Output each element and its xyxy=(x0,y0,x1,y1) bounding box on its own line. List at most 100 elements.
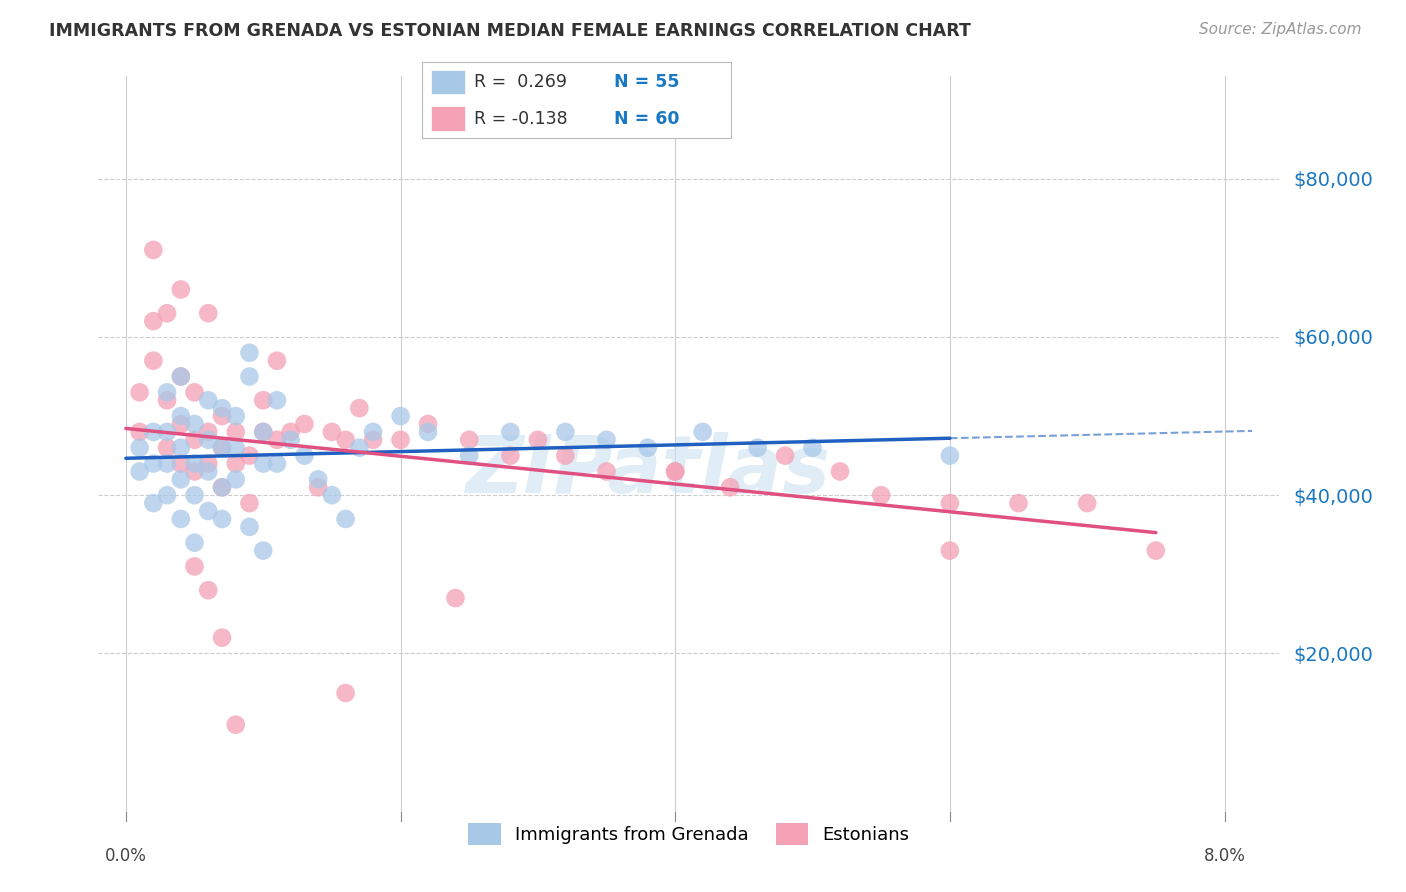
Point xyxy=(335,512,357,526)
FancyBboxPatch shape xyxy=(432,106,465,130)
Point xyxy=(238,449,260,463)
Point xyxy=(225,457,247,471)
Point xyxy=(142,457,165,471)
Point xyxy=(225,409,247,423)
Point xyxy=(321,425,343,439)
Point xyxy=(183,457,205,471)
Point xyxy=(170,457,193,471)
Point xyxy=(870,488,893,502)
Point xyxy=(307,472,329,486)
Point xyxy=(156,425,179,439)
Point xyxy=(170,409,193,423)
Point xyxy=(389,433,412,447)
Point xyxy=(747,441,769,455)
Text: R = -0.138: R = -0.138 xyxy=(474,110,568,128)
Point xyxy=(128,425,150,439)
Point xyxy=(664,465,686,479)
Point xyxy=(211,480,233,494)
Point xyxy=(349,401,371,416)
Legend: Immigrants from Grenada, Estonians: Immigrants from Grenada, Estonians xyxy=(460,814,918,855)
Point xyxy=(939,543,962,558)
Point xyxy=(128,465,150,479)
Point xyxy=(280,433,302,447)
FancyBboxPatch shape xyxy=(432,70,465,95)
Point xyxy=(197,583,219,598)
Point xyxy=(664,465,686,479)
Point xyxy=(211,512,233,526)
Point xyxy=(211,401,233,416)
Point xyxy=(197,306,219,320)
Point xyxy=(142,353,165,368)
Point xyxy=(183,559,205,574)
Point xyxy=(225,717,247,731)
Point xyxy=(197,457,219,471)
Point xyxy=(266,457,288,471)
Point xyxy=(183,385,205,400)
Point xyxy=(335,686,357,700)
Point xyxy=(197,465,219,479)
Point xyxy=(321,488,343,502)
Point xyxy=(211,441,233,455)
Point xyxy=(170,441,193,455)
Point xyxy=(718,480,741,494)
Point xyxy=(183,417,205,431)
Point xyxy=(939,449,962,463)
Point xyxy=(252,543,274,558)
Point xyxy=(595,465,617,479)
Point xyxy=(197,425,219,439)
Point xyxy=(170,472,193,486)
Point xyxy=(211,480,233,494)
Point xyxy=(458,449,481,463)
Point xyxy=(183,465,205,479)
Point xyxy=(225,441,247,455)
Text: IMMIGRANTS FROM GRENADA VS ESTONIAN MEDIAN FEMALE EARNINGS CORRELATION CHART: IMMIGRANTS FROM GRENADA VS ESTONIAN MEDI… xyxy=(49,22,972,40)
Point xyxy=(142,314,165,328)
Point xyxy=(183,433,205,447)
Point xyxy=(156,393,179,408)
Point xyxy=(527,433,550,447)
Point xyxy=(142,425,165,439)
Point xyxy=(335,433,357,447)
Point xyxy=(1144,543,1167,558)
Point xyxy=(252,457,274,471)
Point xyxy=(170,417,193,431)
Point xyxy=(280,425,302,439)
Text: N = 55: N = 55 xyxy=(613,73,679,91)
Text: Source: ZipAtlas.com: Source: ZipAtlas.com xyxy=(1198,22,1361,37)
Point xyxy=(499,425,522,439)
Point xyxy=(142,496,165,510)
Point xyxy=(238,345,260,359)
Point xyxy=(225,425,247,439)
Point xyxy=(252,393,274,408)
Point xyxy=(294,417,316,431)
Point xyxy=(773,449,796,463)
Point xyxy=(197,504,219,518)
Point xyxy=(128,385,150,400)
Point xyxy=(156,488,179,502)
Point xyxy=(197,393,219,408)
Point xyxy=(444,591,467,605)
Point xyxy=(692,425,714,439)
Point xyxy=(307,480,329,494)
Point xyxy=(554,449,576,463)
Point xyxy=(361,425,384,439)
Point xyxy=(211,441,233,455)
Point xyxy=(170,369,193,384)
Point xyxy=(252,425,274,439)
Point xyxy=(238,496,260,510)
Point xyxy=(156,385,179,400)
Text: R =  0.269: R = 0.269 xyxy=(474,73,568,91)
Point xyxy=(156,441,179,455)
Point xyxy=(211,631,233,645)
Point xyxy=(252,425,274,439)
Point xyxy=(595,433,617,447)
Point xyxy=(554,425,576,439)
Point xyxy=(266,353,288,368)
Point xyxy=(225,472,247,486)
Point xyxy=(416,417,439,431)
Point xyxy=(349,441,371,455)
Point xyxy=(458,433,481,447)
Point xyxy=(156,457,179,471)
Point xyxy=(238,369,260,384)
Point xyxy=(266,433,288,447)
